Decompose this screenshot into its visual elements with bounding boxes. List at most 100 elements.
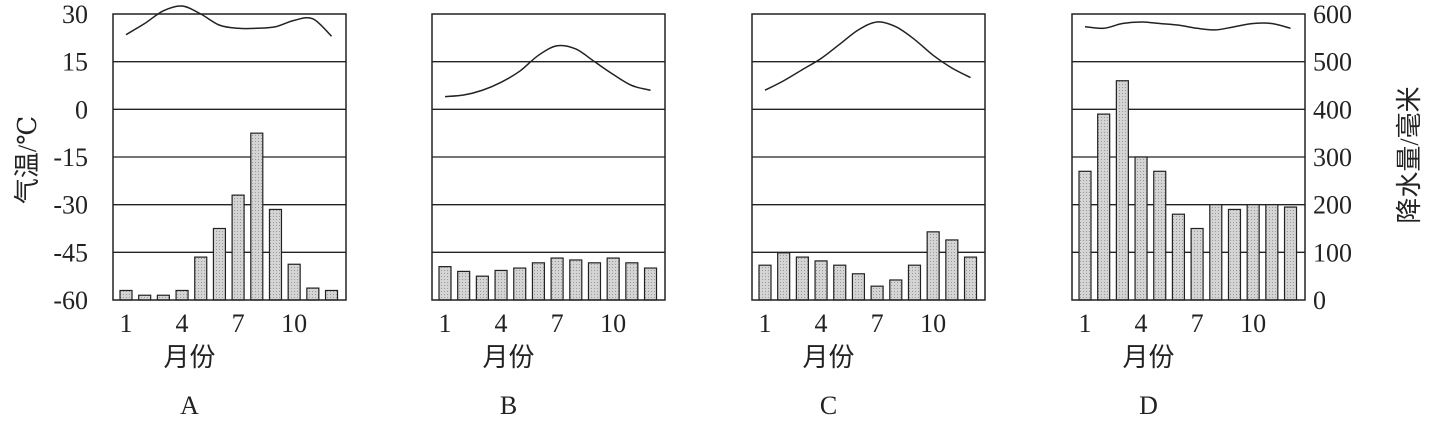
precipitation-tick-label: 400 — [1313, 95, 1352, 124]
panels: 1 4 7 10 月份 A 1 4 7 10 月份 B 1 4 7 10 月份 C 1 4 7 10 月份 D — [112, 5, 1306, 420]
plot-frame — [751, 13, 986, 301]
month-tick-label: 1 — [759, 309, 772, 338]
panel-D: 1 4 7 10 月份 D — [1071, 13, 1306, 420]
precipitation-bar — [1078, 170, 1092, 301]
precipitation-tick-label: 100 — [1313, 238, 1352, 267]
precipitation-bar — [550, 257, 564, 301]
precipitation-bar — [606, 257, 620, 301]
month-tick-label: 10 — [600, 309, 626, 338]
month-tick-label: 4 — [176, 309, 189, 338]
precipitation-bar — [119, 289, 133, 301]
precipitation-bar — [513, 267, 527, 301]
month-tick-label: 1 — [439, 309, 452, 338]
precipitation-bar — [569, 259, 583, 301]
precipitation-bar — [814, 260, 828, 301]
precipitation-bar — [457, 270, 471, 301]
temperature-tick-label: -30 — [53, 191, 88, 220]
precipitation-bar — [926, 231, 940, 301]
panel-letter: D — [1139, 391, 1158, 420]
precipitation-bar — [1283, 206, 1298, 301]
precipitation-tick-label: 200 — [1313, 191, 1352, 220]
precipitation-bar — [833, 264, 847, 301]
precipitation-tick-label: 500 — [1313, 48, 1352, 77]
panel-letter: C — [820, 391, 837, 420]
precipitation-bar — [231, 194, 245, 301]
precipitation-bar — [945, 239, 959, 301]
month-tick-label: 4 — [815, 309, 828, 338]
panel-A: 1 4 7 10 月份 A — [112, 5, 347, 420]
precipitation-bar — [175, 289, 189, 301]
precipitation-bar — [1265, 204, 1279, 301]
panel-C: 1 4 7 10 月份 C — [751, 13, 986, 420]
precipitation-bar — [777, 252, 791, 301]
precipitation-bar — [907, 264, 922, 301]
x-axis-label: 月份 — [802, 343, 854, 372]
precipitation-bar — [212, 227, 227, 301]
precipitation-tick-label: 600 — [1313, 0, 1352, 29]
precipitation-bar — [889, 279, 903, 301]
month-tick-label: 1 — [1079, 309, 1092, 338]
precipitation-bar — [194, 256, 208, 301]
precipitation-bar — [306, 287, 320, 301]
x-axis-label: 月份 — [1122, 343, 1174, 372]
plot-frame — [431, 13, 666, 301]
month-tick-label: 1 — [120, 309, 133, 338]
temperature-line — [444, 44, 651, 98]
month-tick-label: 4 — [495, 309, 508, 338]
precipitation-bar — [438, 266, 452, 301]
precipitation-tick-label: 300 — [1313, 143, 1352, 172]
panel-B: 1 4 7 10 月份 B — [431, 13, 666, 420]
temperature-tick-label: -60 — [53, 286, 88, 315]
precipitation-bar — [268, 208, 283, 301]
precipitation-bar — [625, 262, 639, 301]
precipitation-bar — [1227, 208, 1242, 301]
precipitation-bar — [758, 264, 772, 301]
precipitation-bar — [475, 275, 489, 301]
temperature-tick-label: -45 — [53, 238, 88, 267]
precipitation-bar — [1209, 204, 1223, 301]
temperature-axis: 30 15 0 -15 -30 -45 -60 — [53, 0, 88, 315]
temperature-tick-label: -15 — [53, 143, 88, 172]
temperature-tick-label: 15 — [62, 48, 88, 77]
panel-letter: A — [180, 391, 199, 420]
precipitation-axis-label: 降水量/毫米 — [1395, 86, 1424, 223]
precipitation-bar — [795, 256, 809, 301]
precipitation-bar — [1115, 80, 1129, 301]
precipitation-bar — [1097, 113, 1111, 301]
precipitation-bar — [1134, 156, 1148, 301]
precipitation-bar — [494, 269, 508, 301]
precipitation-axis: 600 500 400 300 200 100 0 — [1313, 0, 1352, 315]
precipitation-bar — [1190, 227, 1204, 301]
month-tick-label: 10 — [281, 309, 307, 338]
precipitation-bar — [287, 263, 301, 301]
precipitation-bar — [587, 262, 602, 301]
temperature-tick-label: 30 — [62, 0, 88, 29]
month-tick-label: 10 — [1240, 309, 1266, 338]
precipitation-bar — [1171, 213, 1186, 301]
temperature-tick-label: 0 — [75, 95, 88, 124]
month-tick-label: 7 — [1191, 309, 1204, 338]
precipitation-bar — [851, 273, 866, 301]
month-tick-label: 7 — [871, 309, 884, 338]
precipitation-bar — [250, 132, 264, 301]
temperature-line — [1084, 21, 1291, 31]
month-tick-label: 10 — [920, 309, 946, 338]
temperature-line — [764, 21, 971, 91]
month-tick-label: 4 — [1135, 309, 1148, 338]
precipitation-bar — [870, 285, 884, 301]
x-axis-label: 月份 — [163, 343, 215, 372]
precipitation-bar — [531, 262, 546, 301]
precipitation-bar — [1246, 204, 1260, 301]
precipitation-bar — [1153, 170, 1167, 301]
plot-frame — [112, 13, 347, 301]
x-axis-label: 月份 — [482, 343, 534, 372]
precipitation-tick-label: 0 — [1313, 286, 1326, 315]
temperature-line — [125, 5, 333, 37]
temperature-axis-label: 气温/℃ — [13, 116, 42, 204]
precipitation-bar — [963, 256, 978, 301]
precipitation-bar — [643, 267, 658, 301]
panel-letter: B — [500, 391, 517, 420]
precipitation-bar — [324, 289, 339, 301]
month-tick-label: 7 — [551, 309, 564, 338]
